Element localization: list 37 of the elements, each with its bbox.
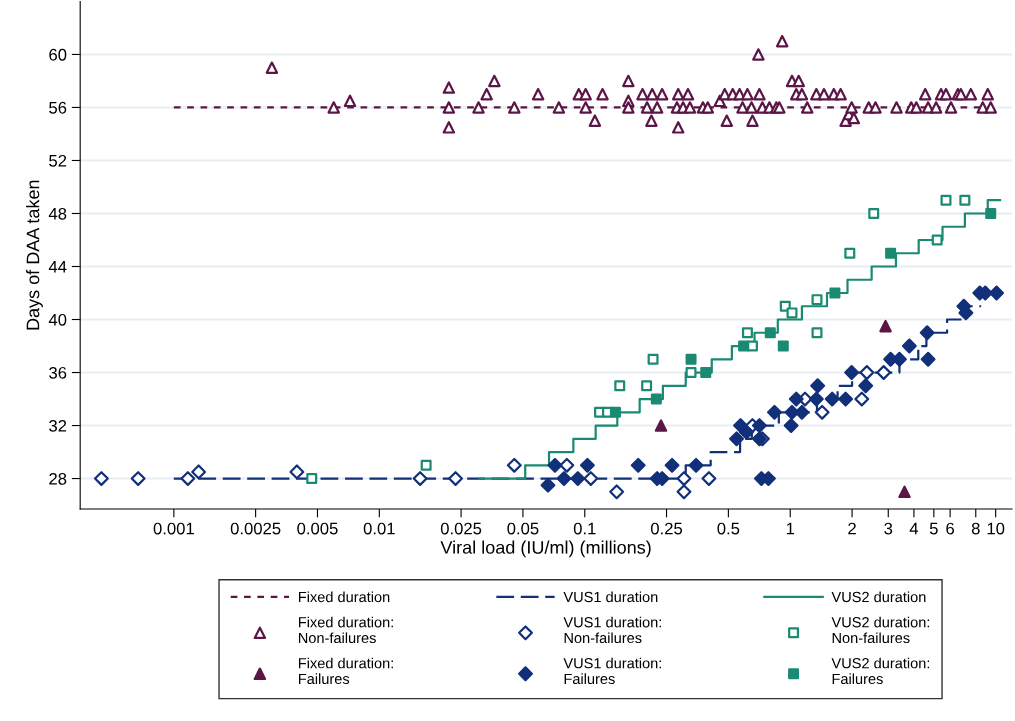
- x-tick-label: 8: [971, 522, 980, 535]
- legend-label: VUS2 duration: Non-failures: [831, 616, 930, 644]
- legend-label: VUS1 duration: [563, 591, 658, 603]
- x-tick-label: 0.5: [717, 522, 740, 535]
- x-tick-label: 5: [929, 522, 938, 535]
- x-tick-label: 0.0025: [230, 522, 281, 535]
- x-tick-label: 0.005: [297, 522, 338, 535]
- x-tick-label: 4: [909, 522, 919, 535]
- x-tick-label: 10: [987, 522, 1005, 535]
- x-tick-label: 0.1: [573, 522, 596, 535]
- x-tick-label: 0.01: [363, 522, 395, 535]
- y-tick-label: 40: [48, 313, 67, 326]
- x-tick-label: 1: [786, 522, 795, 535]
- legend-label: VUS1 duration: Non-failures: [563, 616, 661, 644]
- y-tick-label: 44: [48, 261, 67, 273]
- x-tick-label: 2: [848, 522, 856, 535]
- y-tick-label: 56: [49, 101, 67, 114]
- y-axis-title: Days of DAA taken: [26, 180, 43, 330]
- y-tick-label: 28: [49, 472, 67, 485]
- x-tick-label: 6: [946, 522, 955, 535]
- legend-label: Fixed duration: Failures: [298, 657, 393, 685]
- y-tick-label: 36: [49, 366, 67, 379]
- legend-label: VUS2 duration: Failures: [831, 657, 930, 685]
- y-tick-label: 48: [48, 207, 67, 220]
- y-tick-label: 60: [49, 48, 67, 61]
- legend-label: VUS1 duration: Failures: [563, 657, 661, 685]
- x-tick-label: 0.001: [153, 522, 194, 535]
- x-axis-title: Viral load (IU/ml) (millions): [440, 540, 651, 558]
- legend-label: Fixed duration: [298, 591, 390, 603]
- legend-label: Fixed duration: Non-failures: [298, 616, 393, 644]
- x-tick-label: 3: [884, 522, 893, 535]
- x-tick-label: 0.05: [507, 522, 539, 535]
- y-tick-label: 32: [49, 419, 67, 432]
- x-tick-label: 0.025: [440, 522, 482, 535]
- x-tick-label: 0.25: [650, 522, 683, 535]
- y-tick-label: 52: [49, 154, 67, 167]
- legend-label: VUS2 duration: [831, 591, 926, 603]
